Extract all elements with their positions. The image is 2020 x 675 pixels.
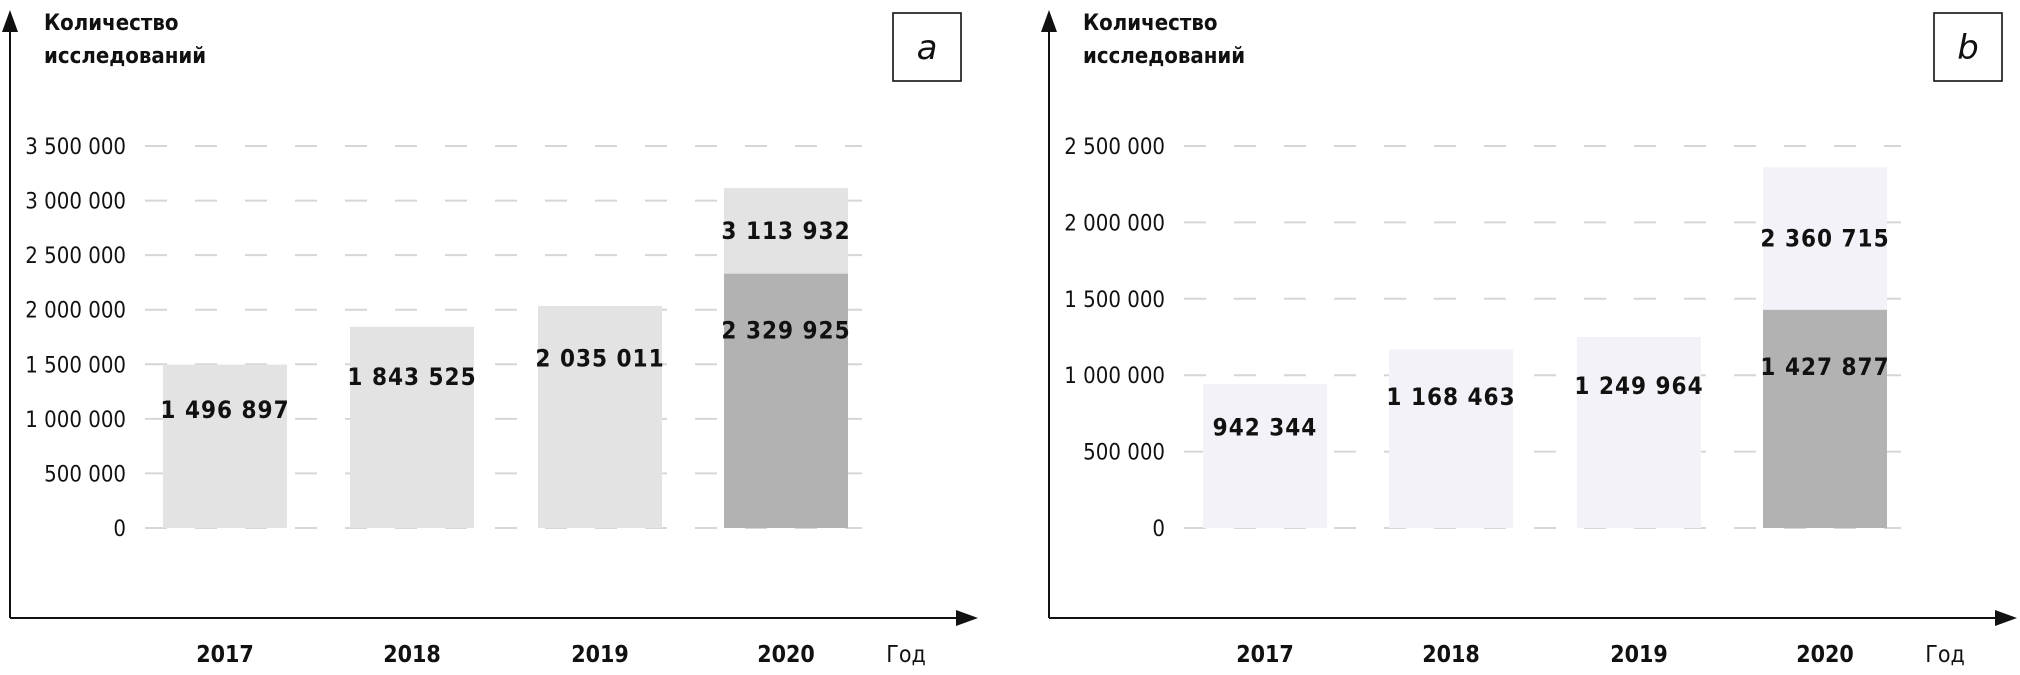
bar (1389, 349, 1513, 528)
x-axis-title: Год (886, 642, 926, 668)
y-tick-label: 3 500 000 (25, 135, 126, 160)
data-label: 3 113 932 (721, 217, 850, 245)
x-tick-label: 2017 (1236, 642, 1294, 668)
bar (1203, 384, 1327, 528)
x-tick-label: 2019 (571, 642, 629, 668)
data-label: 2 360 715 (1760, 225, 1889, 253)
data-label: 1 249 964 (1574, 372, 1703, 400)
bar-stacked-lower (1763, 309, 1887, 528)
y-axis-title-line: Количество (1083, 11, 1218, 36)
y-tick-label: 2 000 000 (25, 299, 126, 324)
data-label-lower: 2 329 925 (721, 317, 850, 345)
panel-label: b (1957, 28, 1979, 68)
panel-label-box (892, 12, 962, 82)
data-label: 2 035 011 (535, 345, 664, 373)
data-label: 1 496 897 (160, 396, 289, 424)
y-tick-label: 1 000 000 (1064, 364, 1165, 389)
y-axis-title-line: исследований (44, 44, 206, 69)
y-tick-label: 0 (113, 517, 126, 542)
panel-label-box (1933, 12, 2003, 82)
y-tick-label: 2 500 000 (25, 244, 126, 269)
chart-panel-b: Количество исследований 0 500 000 1 000 000 1… (1041, 10, 2017, 668)
x-axis-title: Год (1925, 642, 1965, 668)
bar-stacked-lower (724, 273, 848, 528)
y-tick-label: 1 500 000 (25, 353, 126, 378)
data-label: 942 344 (1213, 413, 1318, 441)
bar (538, 305, 662, 528)
y-axis-arrow-icon (2, 10, 18, 32)
x-tick-label: 2017 (196, 642, 254, 668)
x-tick-label: 2020 (1796, 642, 1854, 668)
y-tick-label: 0 (1152, 517, 1165, 542)
y-axis-arrow-icon (1041, 10, 1057, 32)
y-tick-label: 500 000 (44, 462, 126, 487)
bar (1577, 337, 1701, 528)
chart-panel-a: Количество исследований 0 500 000 1 000 000 1… (2, 10, 978, 668)
y-tick-label: 1 000 000 (25, 408, 126, 433)
data-label: 1 168 463 (1386, 383, 1515, 411)
x-axis-arrow-icon (1995, 610, 2017, 626)
bar (163, 364, 287, 528)
x-axis-arrow-icon (956, 610, 978, 626)
x-tick-label: 2020 (757, 642, 815, 668)
data-label-lower: 1 427 877 (1760, 353, 1889, 381)
y-tick-label: 1 500 000 (1064, 288, 1165, 313)
y-tick-label: 500 000 (1083, 441, 1165, 466)
data-label: 1 843 525 (347, 363, 476, 391)
x-tick-label: 2019 (1610, 642, 1668, 668)
x-tick-label: 2018 (383, 642, 441, 668)
y-axis-title-line: Количество (44, 11, 179, 36)
y-tick-label: 3 000 000 (25, 190, 126, 215)
y-tick-label: 2 000 000 (1064, 211, 1165, 236)
y-axis-title-line: исследований (1083, 44, 1245, 69)
y-tick-label: 2 500 000 (1064, 135, 1165, 160)
x-tick-label: 2018 (1422, 642, 1480, 668)
bar (350, 326, 474, 528)
panel-label: a (917, 28, 938, 68)
